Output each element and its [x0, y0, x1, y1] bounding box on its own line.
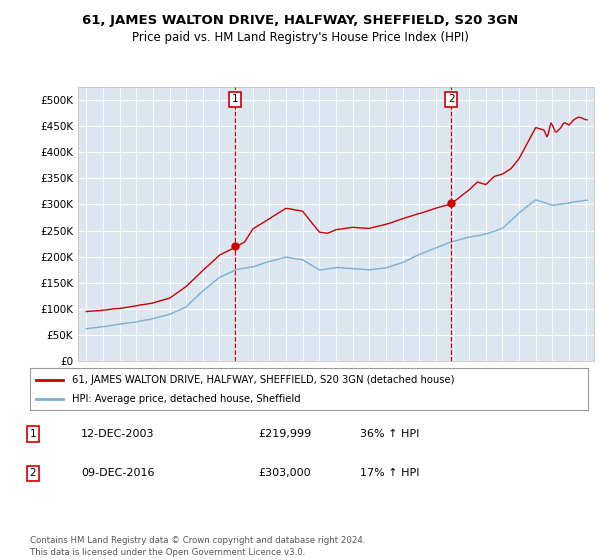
Text: 2: 2 — [448, 94, 454, 104]
Text: Contains HM Land Registry data © Crown copyright and database right 2024.
This d: Contains HM Land Registry data © Crown c… — [30, 536, 365, 557]
Text: HPI: Average price, detached house, Sheffield: HPI: Average price, detached house, Shef… — [72, 394, 301, 404]
Text: £303,000: £303,000 — [258, 468, 311, 478]
Text: 12-DEC-2003: 12-DEC-2003 — [81, 429, 155, 439]
Text: 09-DEC-2016: 09-DEC-2016 — [81, 468, 155, 478]
Text: £219,999: £219,999 — [258, 429, 311, 439]
Text: 61, JAMES WALTON DRIVE, HALFWAY, SHEFFIELD, S20 3GN: 61, JAMES WALTON DRIVE, HALFWAY, SHEFFIE… — [82, 14, 518, 27]
Text: 1: 1 — [29, 429, 37, 439]
Text: Price paid vs. HM Land Registry's House Price Index (HPI): Price paid vs. HM Land Registry's House … — [131, 31, 469, 44]
Text: 1: 1 — [232, 94, 238, 104]
Text: 17% ↑ HPI: 17% ↑ HPI — [360, 468, 419, 478]
Text: 61, JAMES WALTON DRIVE, HALFWAY, SHEFFIELD, S20 3GN (detached house): 61, JAMES WALTON DRIVE, HALFWAY, SHEFFIE… — [72, 375, 454, 385]
Text: 2: 2 — [29, 468, 37, 478]
Text: 36% ↑ HPI: 36% ↑ HPI — [360, 429, 419, 439]
